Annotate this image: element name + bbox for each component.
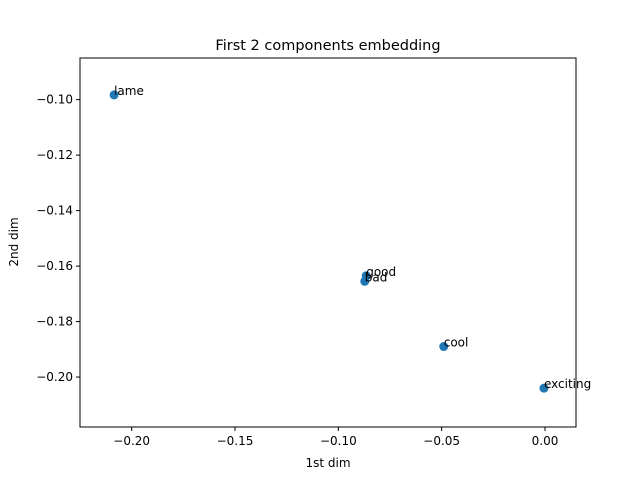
point-label-exciting: exciting: [544, 377, 591, 391]
x-tick-label: 0.00: [532, 434, 559, 448]
y-tick-label: −0.20: [36, 370, 73, 384]
ticks-layer: −0.20 −0.15 −0.10 −0.05 0.00 −0.10 −0.12 −0.14 −…: [36, 93, 558, 448]
point-label-lame: lame: [114, 84, 144, 98]
point-label-cool: cool: [444, 336, 469, 350]
x-axis-label: 1st dim: [305, 456, 350, 470]
x-tick-label: −0.10: [320, 434, 357, 448]
data-point-lame: [109, 90, 119, 100]
data-point-bad: [360, 276, 370, 286]
y-tick-label: −0.14: [36, 204, 73, 218]
x-tick-label: −0.20: [113, 434, 150, 448]
data-point-exciting: [539, 383, 549, 393]
data-point-cool: [439, 342, 449, 352]
y-tick-label: −0.18: [36, 315, 73, 329]
y-tick-label: −0.12: [36, 148, 73, 162]
y-tick-label: −0.16: [36, 259, 73, 273]
point-label-bad: bad: [365, 270, 388, 284]
point-label-good: good: [366, 265, 396, 279]
x-tick-label: −0.05: [423, 434, 460, 448]
y-tick-label: −0.10: [36, 93, 73, 107]
plot-area-frame: [79, 57, 577, 428]
chart-title: First 2 components embedding: [215, 38, 440, 54]
y-axis-label: 2nd dim: [7, 217, 21, 266]
x-tick-label: −0.15: [217, 434, 254, 448]
